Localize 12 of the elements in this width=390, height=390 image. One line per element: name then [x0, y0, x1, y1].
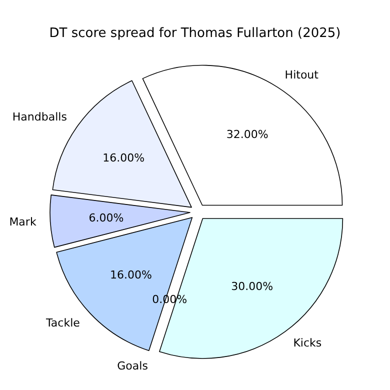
data-label: 16.00%	[102, 151, 145, 164]
data-label: 30.00%	[231, 280, 274, 293]
chart-title: DT score spread for Thomas Fullarton (2025)	[49, 26, 341, 41]
slice-label: Hitout	[284, 68, 320, 82]
category-label: Goals	[117, 360, 148, 373]
data-label: 32.00%	[226, 128, 268, 141]
slice-label: Kicks	[293, 336, 322, 350]
data-label: 16.00%	[110, 268, 152, 282]
data-label: 6.00%	[88, 211, 124, 224]
slice-label: Handballs	[12, 110, 68, 124]
slice-label: Tackle	[45, 316, 80, 330]
slice-label: Mark	[9, 216, 37, 229]
